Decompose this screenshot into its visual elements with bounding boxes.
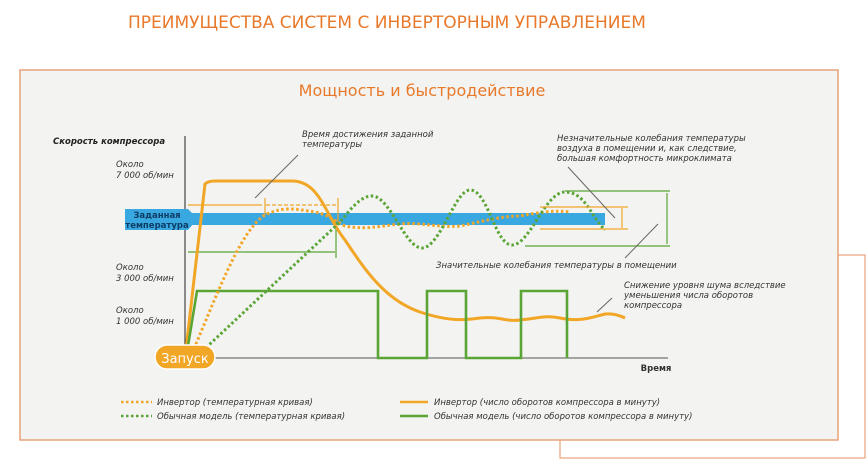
setpoint-label-box [125,209,194,230]
annotation-time-to-setpoint: Время достижения заданной температуры [302,130,434,150]
y-tick-3000: Около 3 000 об/мин [116,263,174,284]
svg-text:Время достижения заданной: Время достижения заданной [302,130,434,140]
legend-item-conventional-rpm: Обычная модель (число оборотов компрессо… [400,412,692,422]
annotation-large-fluctuation: Значительные колебания температуры в пом… [436,261,677,271]
svg-text:Около: Около [116,306,144,316]
svg-text:большая комфортность микроклим: большая комфортность микроклимата [557,154,732,164]
svg-text:7 000 об/мин: 7 000 об/мин [116,171,174,181]
svg-text:Около: Около [116,263,144,273]
small-fluctuation-bracket [540,206,628,230]
conventional-temperature-curve [193,188,607,360]
legend-item-conventional-temp: Обычная модель (температурная кривая) [121,412,345,422]
start-label: Запуск [161,352,209,367]
large-fluctuation-bracket [525,190,670,247]
svg-text:Инвертор (температурная кривая: Инвертор (температурная кривая) [157,398,313,408]
annotation-small-fluctuation: Незначительные колебания температуры воз… [557,134,746,164]
page-title: ПРЕИМУЩЕСТВА СИСТЕМ С ИНВЕРТОРНЫМ УПРАВЛ… [128,13,646,33]
svg-text:уменьшения числа оборотов: уменьшения числа оборотов [623,291,753,301]
annotation-pointers [254,154,659,313]
svg-text:Инвертор (число оборотов компр: Инвертор (число оборотов компрессора в м… [434,398,660,408]
start-badge [154,344,216,370]
svg-text:Снижение уровня шума вследстви: Снижение уровня шума вследствие [624,281,786,291]
svg-text:Обычная модель (температурная: Обычная модель (температурная кривая) [157,412,345,422]
conventional-rpm-line [184,289,569,360]
setpoint-label-line1: Заданная [133,211,180,221]
legend-item-inverter-rpm: Инвертор (число оборотов компрессора в м… [400,398,660,408]
x-axis-label: Время [641,364,672,374]
y-tick-7000: Около 7 000 об/мин [116,160,174,181]
svg-text:1 000 об/мин: 1 000 об/мин [116,317,174,327]
legend-item-inverter-temp: Инвертор (температурная кривая) [121,398,313,408]
annotation-noise: Снижение уровня шума вследствие уменьшен… [623,281,786,311]
chart-subtitle: Мощность и быстродействие [299,81,546,100]
svg-text:воздуха в помещении и, как сле: воздуха в помещении и, как следствие, [557,144,737,154]
svg-text:Около: Около [116,160,144,170]
setpoint-label-line2: температура [125,221,189,231]
inverter-time-arrow [188,198,339,225]
inverter-temperature-curve [188,207,571,359]
legend: Инвертор (температурная кривая) Обычная … [121,398,692,422]
y-tick-1000: Около 1 000 об/мин [116,306,174,327]
svg-text:3 000 об/мин: 3 000 об/мин [116,274,174,284]
svg-text:Незначительные колебания темпе: Незначительные колебания температуры [557,134,746,144]
y-axis-label: Скорость компрессора [53,137,165,147]
main-frame [19,69,839,441]
svg-text:компрессора: компрессора [624,301,682,311]
svg-text:Обычная модель (число оборотов: Обычная модель (число оборотов компрессо… [434,412,692,422]
svg-text:температуры: температуры [302,140,362,150]
